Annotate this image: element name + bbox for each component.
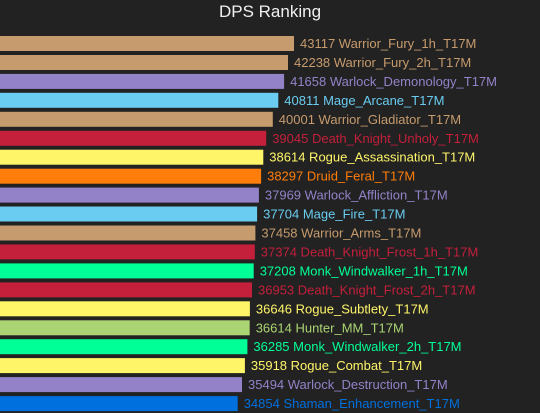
bar-warrior_arms_t17m bbox=[0, 225, 256, 241]
bar-label-warlock_destruction_t17m: 35494 Warlock_Destruction_T17M bbox=[248, 377, 448, 392]
bar-rogue_subtlety_t17m bbox=[0, 301, 250, 317]
bar-monk_windwalker_1h_t17m bbox=[0, 263, 254, 279]
bar-warlock_demonology_t17m bbox=[0, 73, 285, 89]
bar-label-rogue_combat_t17m: 35918 Rogue_Combat_T17M bbox=[251, 358, 422, 373]
bar-hunter_mm_t17m bbox=[0, 320, 250, 336]
bar-death_knight_frost_1h_t17m bbox=[0, 244, 255, 260]
bar-mage_arcane_t17m bbox=[0, 92, 279, 108]
bar-label-druid_feral_t17m: 38297 Druid_Feral_T17M bbox=[267, 169, 415, 184]
bar-death_knight_unholy_t17m bbox=[0, 130, 267, 146]
bar-warrior_fury_2h_t17m bbox=[0, 55, 288, 70]
bar-label-mage_arcane_t17m: 40811 Mage_Arcane_T17M bbox=[284, 93, 444, 108]
bar-label-warlock_demonology_t17m: 41658 Warlock_Demonology_T17M bbox=[290, 74, 497, 89]
bar-monk_windwalker_2h_t17m bbox=[0, 339, 248, 355]
bar-label-warrior_gladiator_t17m: 40001 Warrior_Gladiator_T17M bbox=[279, 112, 461, 127]
chart-title: DPS Ranking bbox=[218, 2, 322, 21]
bar-label-warrior_fury_1h_t17m: 43117 Warrior_Fury_1h_T17M bbox=[300, 36, 476, 51]
bar-warrior_fury_1h_t17m bbox=[0, 36, 294, 51]
bar-label-shaman_enhancement_t17m: 34854 Shaman_Enhancement_T17M bbox=[244, 396, 460, 411]
bar-warrior_gladiator_t17m bbox=[0, 111, 273, 127]
bar-label-warlock_affliction_t17m: 37969 Warlock_Affliction_T17M bbox=[265, 188, 448, 203]
bar-label-monk_windwalker_1h_t17m: 37208 Monk_Windwalker_1h_T17M bbox=[260, 263, 468, 278]
bar-label-monk_windwalker_2h_t17m: 36285 Monk_Windwalker_2h_T17M bbox=[253, 339, 461, 354]
bar-label-death_knight_frost_2h_t17m: 36953 Death_Knight_Frost_2h_T17M bbox=[258, 282, 476, 297]
bar-mage_fire_t17m bbox=[0, 206, 258, 222]
bar-label-hunter_mm_t17m: 36614 Hunter_MM_T17M bbox=[256, 320, 404, 335]
bar-label-rogue_assassination_t17m: 38614 Rogue_Assassination_T17M bbox=[269, 150, 475, 165]
bar-warlock_destruction_t17m bbox=[0, 377, 242, 393]
bar-death_knight_frost_2h_t17m bbox=[0, 282, 252, 298]
bar-label-warrior_fury_2h_t17m: 42238 Warrior_Fury_2h_T17M bbox=[294, 55, 471, 70]
bar-label-death_knight_frost_1h_t17m: 37374 Death_Knight_Frost_1h_T17M bbox=[261, 244, 479, 259]
bar-rogue_combat_t17m bbox=[0, 358, 245, 374]
bar-label-rogue_subtlety_t17m: 36646 Rogue_Subtlety_T17M bbox=[256, 301, 429, 316]
bar-warlock_affliction_t17m bbox=[0, 187, 259, 203]
bar-shaman_enhancement_t17m bbox=[0, 396, 238, 412]
bar-rogue_assassination_t17m bbox=[0, 149, 264, 165]
bar-label-death_knight_unholy_t17m: 39045 Death_Knight_Unholy_T17M bbox=[272, 131, 479, 146]
bar-label-warrior_arms_t17m: 37458 Warrior_Arms_T17M bbox=[261, 226, 421, 241]
bar-druid_feral_t17m bbox=[0, 168, 262, 184]
bar-label-mage_fire_t17m: 37704 Mage_Fire_T17M bbox=[263, 207, 405, 222]
